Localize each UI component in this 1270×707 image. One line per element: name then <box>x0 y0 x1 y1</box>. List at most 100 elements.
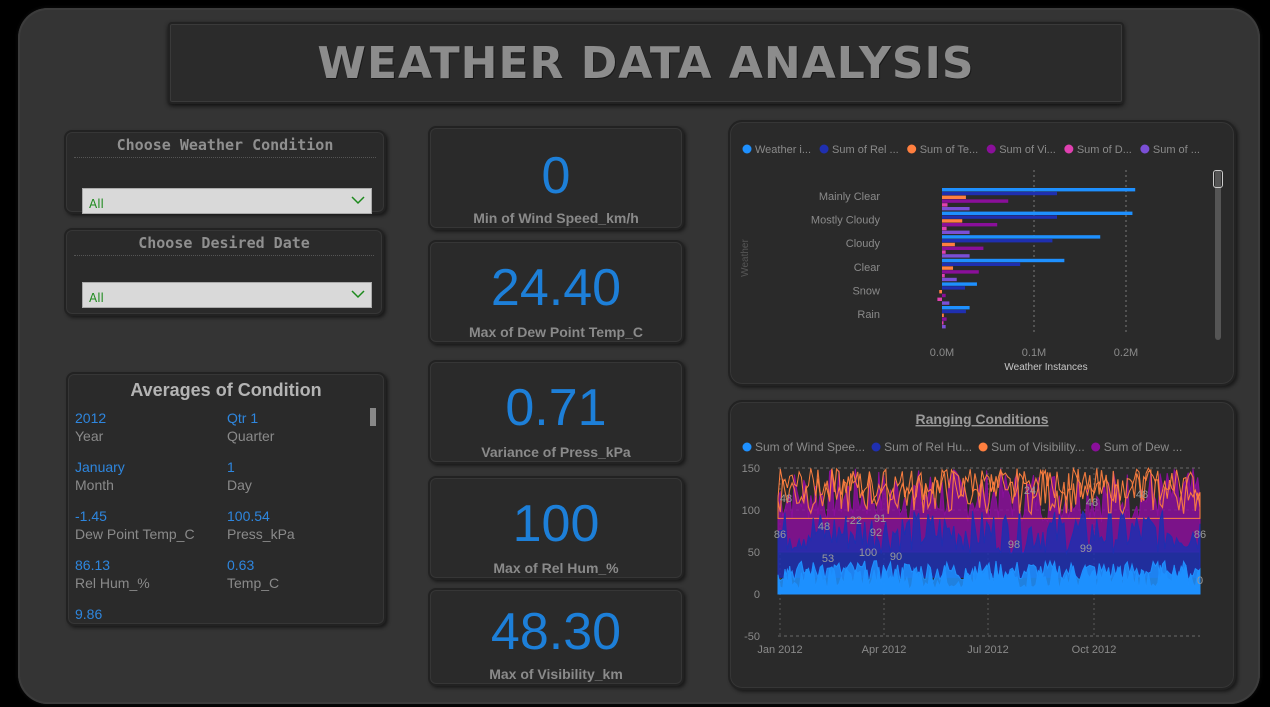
avg-month: January Month <box>75 459 225 493</box>
kpi-value: 0.71 <box>505 379 607 437</box>
category-label: Cloudy <box>846 238 881 250</box>
bar <box>939 290 942 294</box>
scrollbar-thumb[interactable] <box>1213 170 1223 188</box>
kpi-label: Max of Visibility_km <box>489 666 623 682</box>
avg-value: 86.13 <box>75 557 111 573</box>
avg-value: 9.86 <box>75 606 103 622</box>
category-label: Snow <box>852 285 880 297</box>
bar <box>942 188 1136 192</box>
legend-label: Sum of Te... <box>920 144 979 156</box>
avg-label: Year <box>75 428 104 444</box>
ranging-conditions-chart: Ranging Conditions Sum of Wind Spee... Sum… <box>742 411 1206 656</box>
weather-condition-dropdown[interactable]: All <box>82 188 372 214</box>
avg-dew-point: -1.45 Dew Point Temp_C <box>75 508 225 542</box>
bar <box>942 235 1101 239</box>
bar <box>942 211 1133 215</box>
weather-bar-chart-panel: Weather i... Sum of Rel ... Sum of Te... Su… <box>728 120 1236 386</box>
slicer-title: Choose Weather Condition <box>116 136 334 154</box>
avg-label: Dew Point Temp_C <box>75 526 195 542</box>
bar <box>942 309 966 314</box>
legend-label: Sum of D... <box>1077 144 1132 156</box>
bar <box>942 215 1057 219</box>
bar <box>942 195 966 199</box>
data-label: 98 <box>1008 539 1020 551</box>
series-line <box>777 467 1201 516</box>
series-area <box>777 563 1201 595</box>
legend-label: Weather i... <box>755 144 811 156</box>
bar <box>942 239 1053 243</box>
data-label: -22 <box>846 515 862 527</box>
kpi-label: Max of Dew Point Temp_C <box>469 324 643 340</box>
chart-scrollbar[interactable] <box>1213 170 1223 340</box>
avg-label: Temp_C <box>227 575 280 591</box>
kpi-value: 48.30 <box>490 603 622 661</box>
bar <box>942 286 965 290</box>
bar <box>942 270 979 274</box>
x-tick-label: Jan 2012 <box>757 644 802 656</box>
y-tick-label: 100 <box>742 505 760 517</box>
bar <box>942 254 970 258</box>
legend-label: Sum of Dew ... <box>1104 440 1183 454</box>
data-label: 90 <box>890 551 902 563</box>
data-label: 48 <box>818 521 830 533</box>
scrollbar-thumb[interactable] <box>370 408 376 426</box>
legend-label: Sum of ... <box>1153 144 1200 156</box>
bar <box>942 293 946 298</box>
avg-year: 2012 Year <box>75 410 225 444</box>
date-dropdown[interactable]: All <box>82 282 372 308</box>
legend-marker <box>978 442 988 452</box>
legend-label: Sum of Wind Spee... <box>755 440 865 454</box>
kpi-variance-press: 0.71 Variance of Press_kPa <box>428 360 684 464</box>
kpi-max-visibility: 48.30 Max of Visibility_km <box>428 588 684 686</box>
avg-rel-hum: 86.13 Rel Hum_% <box>75 557 225 591</box>
avg-quarter: Qtr 1 Quarter <box>227 410 377 444</box>
data-label: 48 <box>1136 489 1148 501</box>
bar <box>942 199 1009 203</box>
kpi-label: Variance of Press_kPa <box>481 444 631 460</box>
avg-label: Day <box>227 477 252 493</box>
avg-press: 100.54 Press_kPa <box>227 508 377 542</box>
x-tick-label: 0.1M <box>1022 347 1046 359</box>
kpi-label: Max of Rel Hum_% <box>493 560 619 576</box>
data-label: 86 <box>774 529 786 541</box>
kpi-value: 0 <box>541 147 571 205</box>
legend-marker <box>986 144 996 154</box>
bar <box>942 226 947 231</box>
legend-marker <box>1140 144 1150 154</box>
bar <box>942 191 1057 196</box>
bar <box>937 297 942 301</box>
dropdown-value: All <box>89 197 104 211</box>
category-label: Mainly Clear <box>819 191 880 203</box>
x-tick-label: Jul 2012 <box>967 644 1009 656</box>
avg-label: Month <box>75 477 114 493</box>
chart-title: Ranging Conditions <box>916 411 1049 427</box>
kpi-max-dew-point: 24.40 Max of Dew Point Temp_C <box>428 240 684 344</box>
bar <box>942 246 984 250</box>
bar <box>942 250 946 254</box>
kpi-min-wind-speed: 0 Min of Wind Speed_km/h <box>428 126 684 230</box>
kpi-label: Min of Wind Speed_km/h <box>473 210 639 226</box>
x-tick-label: 0.2M <box>1114 347 1138 359</box>
kpi-value: 100 <box>512 495 600 553</box>
bar <box>942 258 1065 263</box>
x-tick-label: Apr 2012 <box>862 644 907 656</box>
avg-temp: 0.63 Temp_C <box>227 557 377 591</box>
bar <box>942 207 970 211</box>
card-title: Averages of Condition <box>130 380 322 400</box>
avg-value: January <box>75 459 125 475</box>
page-title: WEATHER DATA ANALYSIS <box>317 37 975 89</box>
avg-value: 100.54 <box>227 508 270 524</box>
kpi-max-rel-hum: 100 Max of Rel Hum_% <box>428 476 684 580</box>
avg-value: 2012 <box>75 410 107 426</box>
bar <box>942 277 957 282</box>
data-label: 99 <box>1080 543 1092 555</box>
avg-visibility: 9.86 <box>75 606 225 622</box>
bar <box>942 321 944 325</box>
dropdown-value: All <box>89 291 104 305</box>
x-tick-label: 0.0M <box>930 347 954 359</box>
ranging-conditions-panel: Ranging Conditions Sum of Wind Spee... Sum… <box>728 400 1236 690</box>
y-tick-label: 0 <box>754 589 760 601</box>
y-axis-title: Weather <box>740 239 751 277</box>
divider <box>74 255 374 256</box>
category-label: Rain <box>857 309 880 321</box>
